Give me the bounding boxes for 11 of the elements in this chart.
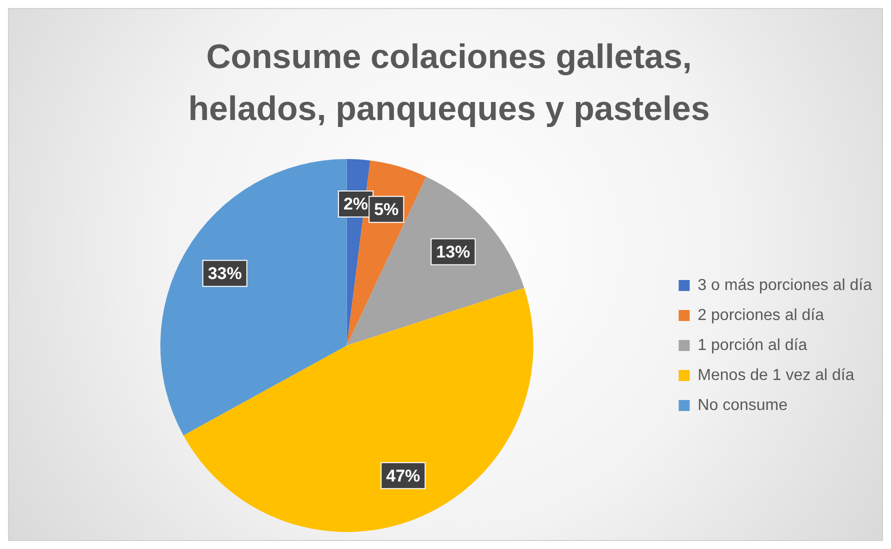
legend-label: No consume: [698, 396, 788, 414]
data-label: 13%: [436, 242, 470, 262]
legend-label: 1 porción al día: [698, 336, 808, 354]
data-label: 2%: [343, 194, 368, 214]
chart-title: Consume colaciones galletas, helados, panqueques y pasteles: [187, 37, 711, 130]
data-label: 47%: [386, 466, 420, 486]
legend-label: 3 o más porciones al día: [698, 276, 872, 294]
data-label: 33%: [208, 264, 242, 284]
legend-label: 2 porciones al día: [698, 306, 824, 324]
data-label: 5%: [374, 200, 399, 220]
legend-label: Menos de 1 vez al día: [698, 366, 854, 384]
